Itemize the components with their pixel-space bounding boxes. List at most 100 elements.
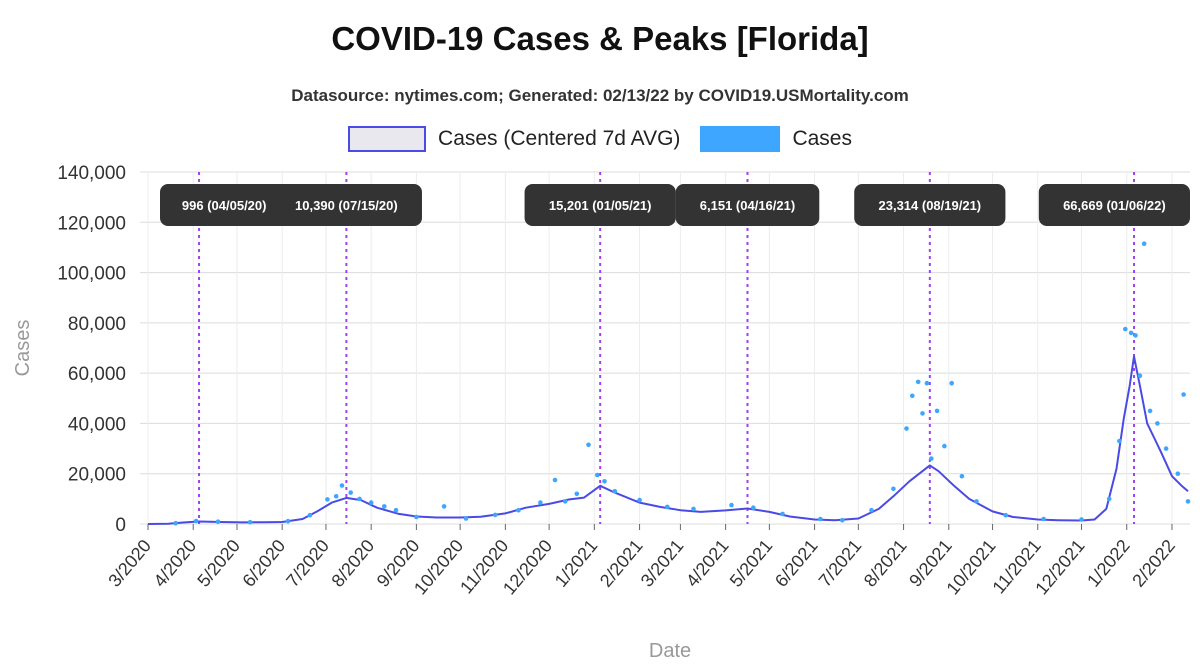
x-tick-label: 7/2021 bbox=[815, 536, 866, 591]
case-point bbox=[1079, 517, 1084, 522]
peak-label-box bbox=[524, 184, 676, 226]
x-tick-label: 8/2021 bbox=[860, 536, 911, 591]
case-point bbox=[357, 496, 362, 502]
case-point bbox=[1117, 438, 1122, 444]
case-point bbox=[729, 502, 734, 508]
case-point bbox=[974, 499, 979, 504]
case-point bbox=[193, 518, 199, 524]
case-point bbox=[368, 500, 374, 505]
x-tick-label: 3/2021 bbox=[637, 536, 688, 591]
x-tick-label: 1/2022 bbox=[1083, 536, 1134, 591]
y-tick-label: 40,000 bbox=[68, 414, 126, 435]
case-point bbox=[595, 472, 600, 478]
case-point bbox=[924, 380, 930, 386]
case-point bbox=[492, 512, 498, 518]
case-point bbox=[574, 491, 580, 497]
case-point bbox=[1185, 499, 1191, 504]
x-tick-label: 2/2022 bbox=[1128, 536, 1179, 591]
case-point bbox=[942, 443, 947, 449]
case-point bbox=[891, 486, 896, 492]
case-point bbox=[441, 504, 447, 509]
case-point bbox=[463, 516, 469, 521]
peak-label: 15,201 (01/05/21) bbox=[549, 198, 652, 213]
legend-item-avg[interactable]: Cases (Centered 7d AVG) bbox=[348, 126, 680, 152]
case-point bbox=[538, 500, 543, 505]
x-tick-label: 7/2020 bbox=[282, 536, 333, 591]
case-point bbox=[285, 518, 291, 524]
case-point bbox=[1128, 330, 1134, 336]
case-point bbox=[1133, 333, 1138, 338]
case-point bbox=[691, 506, 696, 512]
x-tick-label: 6/2020 bbox=[239, 536, 290, 591]
case-point bbox=[1155, 421, 1160, 426]
series-line-avg bbox=[147, 355, 1189, 525]
x-axis-title: Date bbox=[649, 640, 691, 662]
peak-label: 66,669 (01/06/22) bbox=[1063, 198, 1166, 213]
case-point bbox=[348, 490, 354, 495]
peak-label-box bbox=[675, 184, 820, 226]
case-point bbox=[414, 514, 419, 520]
y-axis-title: Cases bbox=[12, 320, 34, 377]
case-point bbox=[215, 519, 221, 524]
case-point bbox=[247, 519, 253, 525]
y-tick-label: 80,000 bbox=[68, 314, 126, 335]
legend-label-cases: Cases bbox=[792, 127, 852, 150]
case-point bbox=[665, 504, 670, 510]
x-tick-label: 6/2021 bbox=[771, 536, 822, 591]
case-point bbox=[959, 473, 965, 479]
x-tick-label: 2/2021 bbox=[596, 536, 647, 591]
case-point bbox=[910, 393, 915, 399]
case-point bbox=[1175, 471, 1181, 477]
x-tick-label: 5/2020 bbox=[193, 536, 244, 591]
y-tick-label: 60,000 bbox=[68, 364, 126, 385]
peak-label-box bbox=[270, 184, 422, 226]
case-point bbox=[1141, 241, 1147, 246]
x-tick-label: 1/2021 bbox=[551, 536, 602, 591]
series-layer bbox=[147, 241, 1191, 526]
case-point bbox=[869, 507, 874, 513]
legend-swatch-avg bbox=[348, 126, 427, 152]
x-tick-label: 5/2021 bbox=[726, 536, 777, 591]
case-point bbox=[915, 379, 921, 385]
case-point bbox=[1003, 512, 1008, 518]
case-point bbox=[818, 516, 823, 522]
case-point bbox=[780, 511, 785, 517]
case-point bbox=[562, 499, 568, 504]
peak-labels-layer: 996 (04/05/20) 10,390 (07/15/20) 15,201 (0… bbox=[160, 184, 1190, 226]
legend-swatch-cases bbox=[700, 126, 781, 152]
peak-label: 10,390 (07/15/20) bbox=[295, 198, 398, 213]
case-point bbox=[173, 520, 178, 526]
case-point bbox=[1041, 516, 1046, 522]
case-point bbox=[929, 456, 934, 461]
case-point bbox=[602, 479, 607, 484]
peak-label: 6,151 (04/16/21) bbox=[700, 198, 795, 213]
case-point bbox=[1123, 326, 1128, 332]
case-point bbox=[840, 517, 845, 523]
case-point bbox=[307, 512, 313, 518]
case-point bbox=[1137, 373, 1143, 379]
x-tick-label: 3/2020 bbox=[104, 536, 155, 591]
legend-label-avg: Cases (Centered 7d AVG) bbox=[438, 127, 681, 150]
y-tick-label: 0 bbox=[115, 515, 126, 536]
axis-layer: 0 20,000 40,000 60,000 80,000 100,000 120,000 1… bbox=[57, 163, 1179, 598]
case-point bbox=[325, 497, 330, 502]
y-tick-label: 20,000 bbox=[68, 465, 126, 486]
case-point bbox=[393, 507, 399, 513]
case-point bbox=[751, 505, 756, 511]
case-point bbox=[586, 442, 591, 448]
case-point bbox=[516, 507, 521, 513]
case-point bbox=[934, 408, 940, 414]
case-point bbox=[1163, 446, 1169, 451]
peak-label: 23,314 (08/19/21) bbox=[879, 198, 982, 213]
case-point bbox=[1147, 408, 1153, 414]
peak-label-box bbox=[854, 184, 1006, 226]
x-tick-label: 4/2021 bbox=[682, 536, 733, 591]
y-tick-label: 100,000 bbox=[57, 264, 126, 285]
legend-item-cases[interactable]: Cases bbox=[700, 126, 852, 152]
case-point bbox=[382, 504, 387, 509]
chart-subtitle: Datasource: nytimes.com; Generated: 02/1… bbox=[291, 86, 909, 105]
case-point bbox=[920, 411, 925, 416]
x-tick-label: 4/2020 bbox=[150, 536, 201, 591]
peak-label: 996 (04/05/20) bbox=[182, 198, 267, 213]
